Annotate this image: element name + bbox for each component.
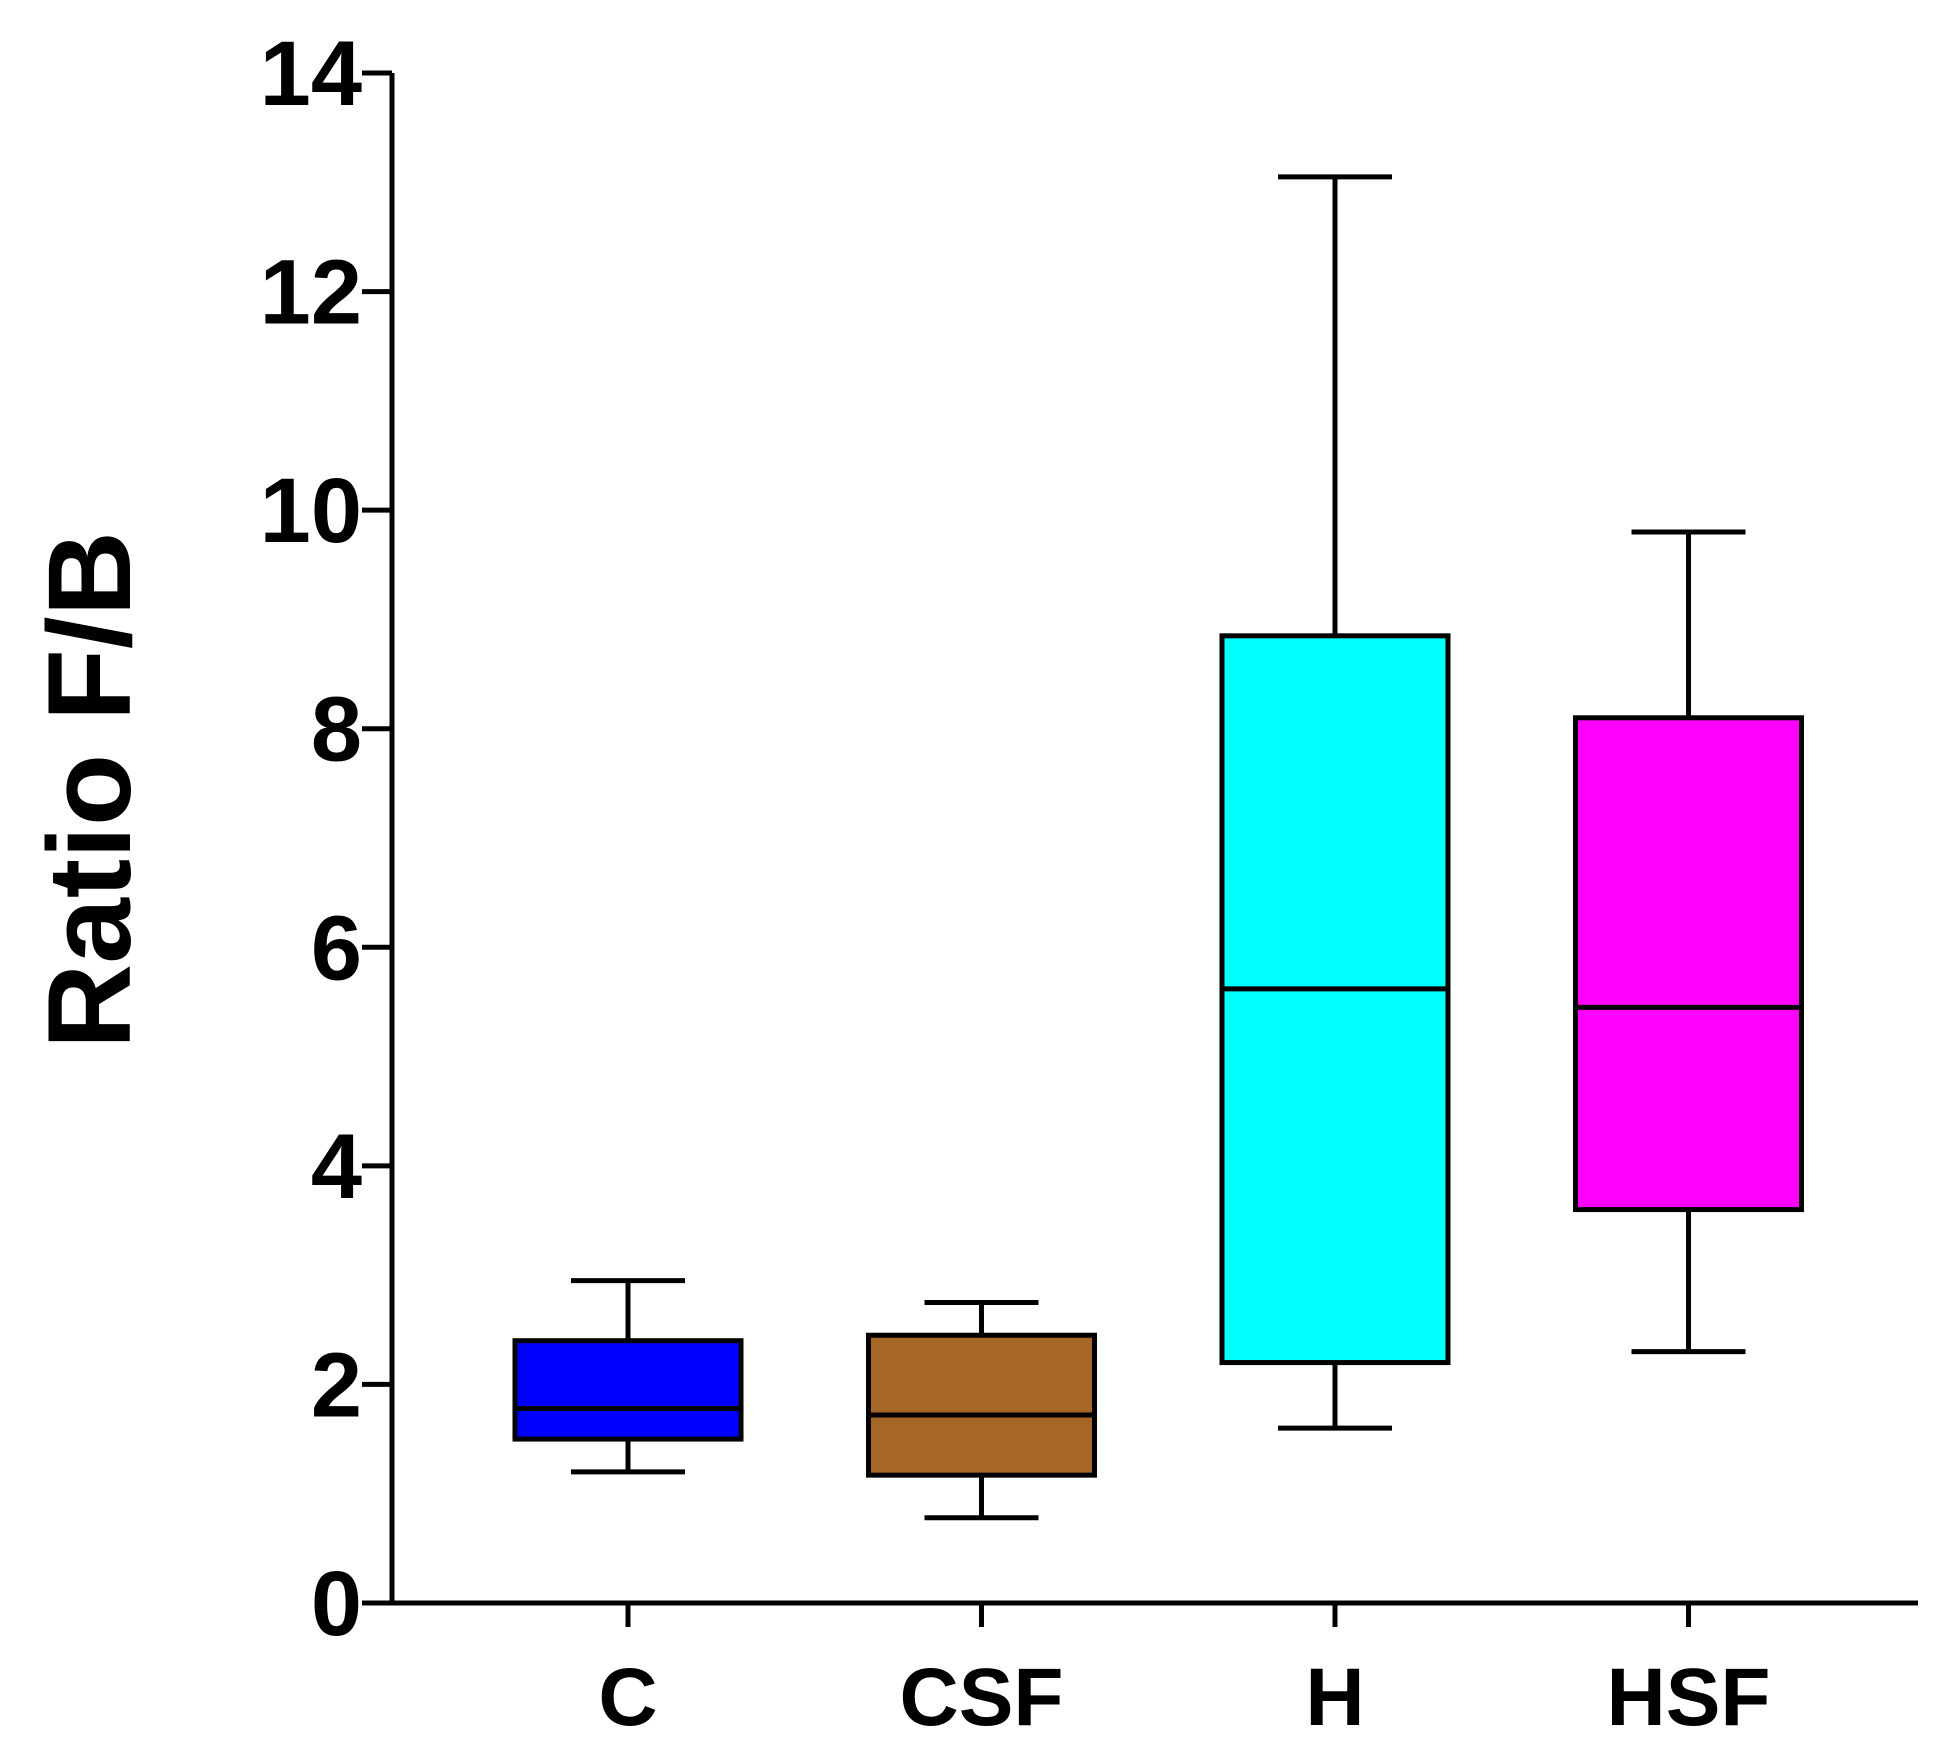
- y-axis-title: Ratio F/B: [24, 531, 156, 1049]
- y-tick-label-6: 6: [311, 897, 362, 999]
- x-axis-ticks: C CSF H HSF: [598, 1603, 1771, 1743]
- box-rect-h: [1219, 633, 1451, 1366]
- box-rect-c: [512, 1338, 744, 1442]
- box-hsf: [1573, 529, 1804, 1355]
- x-tick-label-c: C: [598, 1652, 657, 1743]
- box-c: [512, 1278, 744, 1475]
- y-tick-label-10: 10: [260, 460, 362, 562]
- y-tick-label-12: 12: [260, 242, 362, 344]
- box-rect-csf: [866, 1332, 1097, 1478]
- box-rect-hsf: [1573, 715, 1804, 1213]
- x-tick-label-hsf: HSF: [1607, 1652, 1771, 1743]
- y-tick-label-14: 14: [260, 23, 362, 125]
- y-tick-label-4: 4: [311, 1116, 362, 1218]
- y-tick-label-0: 0: [311, 1553, 362, 1655]
- y-axis-ticks: 0 2 4 6 8 10 12 14: [260, 23, 392, 1655]
- box-csf: [866, 1299, 1097, 1521]
- box-series: [512, 174, 1804, 1521]
- x-tick-label-h: H: [1305, 1652, 1364, 1743]
- x-tick-label-csf: CSF: [900, 1652, 1064, 1743]
- y-tick-label-8: 8: [311, 679, 362, 781]
- box-h: [1219, 174, 1451, 1431]
- y-tick-label-2: 2: [311, 1334, 362, 1436]
